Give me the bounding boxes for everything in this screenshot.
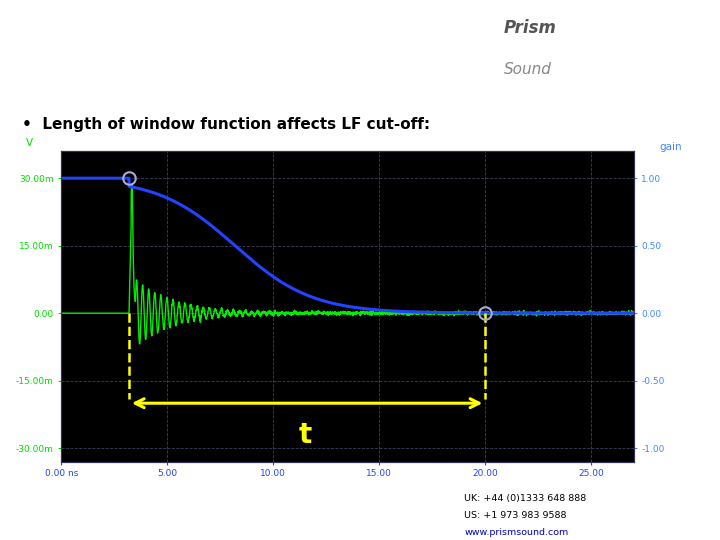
Text: Sound: Sound [504, 63, 552, 77]
Text: Sources of Inconsistency:: Sources of Inconsistency: [25, 10, 327, 30]
FancyBboxPatch shape [500, 3, 716, 97]
Text: www.prismsound.com: www.prismsound.com [464, 528, 569, 537]
Text: Prism: Prism [504, 19, 557, 37]
Y-axis label: V: V [26, 138, 33, 148]
Text: Test and Measurement System: Test and Measurement System [25, 52, 388, 72]
Y-axis label: gain: gain [660, 142, 682, 152]
Text: UK: +44 (0)1333 648 888: UK: +44 (0)1333 648 888 [464, 494, 587, 503]
Text: •  Length of window function affects LF cut-off:: • Length of window function affects LF c… [22, 117, 430, 132]
FancyBboxPatch shape [457, 487, 713, 537]
Text: US: +1 973 983 9588: US: +1 973 983 9588 [464, 510, 567, 519]
Text: t: t [298, 421, 312, 449]
